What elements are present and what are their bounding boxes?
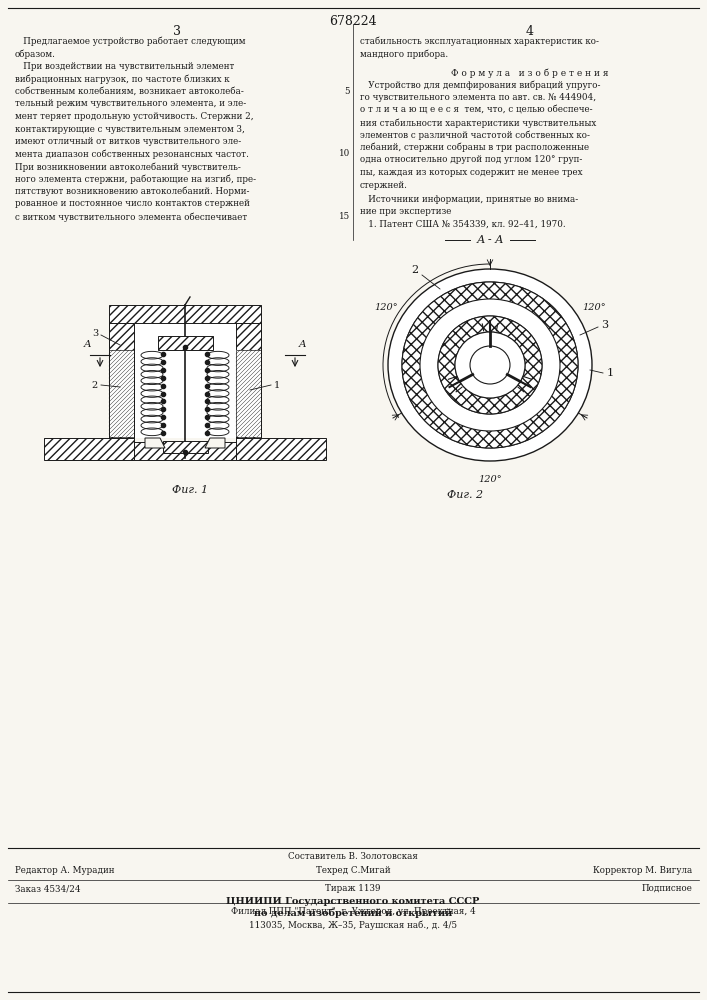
- Text: мента диапазон собственных резонансных частот.: мента диапазон собственных резонансных ч…: [15, 149, 249, 159]
- Text: лебаний, стержни собраны в три расположенные: лебаний, стержни собраны в три расположе…: [360, 143, 589, 152]
- Bar: [236, 323, 261, 438]
- Text: по делам изобретений и открытий: по делам изобретений и открытий: [254, 909, 452, 918]
- Text: Составитель В. Золотовская: Составитель В. Золотовская: [288, 852, 418, 861]
- Text: Устройство для демпфирования вибраций упруго-: Устройство для демпфирования вибраций уп…: [360, 81, 600, 90]
- Ellipse shape: [438, 316, 542, 414]
- Text: 4: 4: [526, 25, 534, 38]
- Bar: [236, 438, 326, 460]
- Text: 113035, Москва, Ж–35, Раушская наб., д. 4/5: 113035, Москва, Ж–35, Раушская наб., д. …: [249, 921, 457, 930]
- Text: A: A: [84, 340, 92, 349]
- Bar: [60, 442, 310, 460]
- Text: 2: 2: [411, 265, 419, 275]
- Text: ние при экспертизе: ние при экспертизе: [360, 208, 451, 217]
- Ellipse shape: [420, 299, 560, 431]
- Text: рованное и постоянное число контактов стержней: рованное и постоянное число контактов ст…: [15, 200, 250, 209]
- Text: Заказ 4534/24: Заказ 4534/24: [15, 884, 81, 893]
- Bar: [134, 323, 236, 438]
- Text: Филиал ППП "Патент", г. Ужгород, ул. Проектная, 4: Филиал ППП "Патент", г. Ужгород, ул. Про…: [230, 907, 475, 916]
- Text: 10: 10: [339, 149, 350, 158]
- Ellipse shape: [388, 269, 592, 461]
- Text: При возникновении автоколебаний чувствитель-: При возникновении автоколебаний чувствит…: [15, 162, 241, 172]
- Text: пятствуют возникновению автоколебаний. Норми-: пятствуют возникновению автоколебаний. Н…: [15, 187, 250, 196]
- Polygon shape: [145, 438, 165, 448]
- Text: ного элемента стержни, работающие на изгиб, пре-: ного элемента стержни, работающие на изг…: [15, 174, 256, 184]
- Bar: [109, 323, 134, 438]
- Bar: [109, 305, 261, 323]
- Text: имеют отличный от витков чувствительного эле-: имеют отличный от витков чувствительного…: [15, 137, 241, 146]
- Text: 1: 1: [274, 380, 280, 389]
- Bar: [109, 350, 134, 437]
- Text: 1. Патент США № 354339, кл. 92–41, 1970.: 1. Патент США № 354339, кл. 92–41, 1970.: [360, 220, 566, 229]
- Text: 1: 1: [607, 368, 614, 378]
- Bar: [236, 350, 261, 437]
- Text: вибрационных нагрузок, по частоте близких к: вибрационных нагрузок, по частоте близки…: [15, 75, 230, 84]
- Text: мандного прибора.: мандного прибора.: [360, 49, 448, 59]
- Bar: [158, 336, 213, 350]
- Text: собственным колебаниям, возникает автоколеба-: собственным колебаниям, возникает автоко…: [15, 87, 244, 96]
- Text: 3: 3: [92, 328, 98, 338]
- Text: Фиг. 1: Фиг. 1: [172, 485, 208, 495]
- Text: ЦНИИПИ Государственного комитета СССР: ЦНИИПИ Государственного комитета СССР: [226, 897, 479, 906]
- Text: 15: 15: [339, 212, 350, 221]
- Text: го чувствительного элемента по авт. св. № 444904,: го чувствительного элемента по авт. св. …: [360, 93, 596, 102]
- Ellipse shape: [470, 346, 510, 384]
- Text: А - А: А - А: [477, 235, 504, 245]
- Text: о т л и ч а ю щ е е с я  тем, что, с целью обеспече-: о т л и ч а ю щ е е с я тем, что, с цель…: [360, 105, 592, 114]
- Text: 5: 5: [344, 87, 350, 96]
- Polygon shape: [205, 438, 225, 448]
- Ellipse shape: [402, 282, 578, 448]
- Text: 2: 2: [92, 380, 98, 389]
- Text: 678224: 678224: [329, 15, 377, 28]
- Text: Редактор А. Мурадин: Редактор А. Мурадин: [15, 866, 115, 875]
- Ellipse shape: [438, 316, 542, 414]
- Text: 3: 3: [173, 25, 181, 38]
- Text: 120°: 120°: [582, 304, 606, 312]
- Text: Источники информации, принятые во внима-: Источники информации, принятые во внима-: [360, 195, 578, 204]
- Text: элементов с различной частотой собственных ко-: элементов с различной частотой собственн…: [360, 130, 590, 140]
- Text: Ф о р м у л а   и з о б р е т е н и я: Ф о р м у л а и з о б р е т е н и я: [451, 68, 609, 78]
- Bar: [163, 441, 207, 453]
- Text: Подписное: Подписное: [641, 884, 692, 893]
- Text: 3: 3: [602, 320, 609, 330]
- Text: A: A: [299, 340, 307, 349]
- Ellipse shape: [402, 282, 578, 448]
- Text: мент теряет продольную устойчивость. Стержни 2,: мент теряет продольную устойчивость. Сте…: [15, 112, 254, 121]
- Text: стабильность эксплуатационных характеристик ко-: стабильность эксплуатационных характерис…: [360, 37, 599, 46]
- Text: тельный режим чувствительного элемента, и эле-: тельный режим чувствительного элемента, …: [15, 100, 246, 108]
- Text: 120°: 120°: [478, 475, 502, 484]
- Ellipse shape: [455, 332, 525, 398]
- Text: Предлагаемое устройство работает следующим: Предлагаемое устройство работает следующ…: [15, 37, 245, 46]
- Text: образом.: образом.: [15, 49, 56, 59]
- Text: контактирующие с чувствительным элементом 3,: контактирующие с чувствительным элементо…: [15, 124, 245, 133]
- Bar: [109, 350, 134, 437]
- Text: Тираж 1139: Тираж 1139: [325, 884, 381, 893]
- Text: Фиг. 2: Фиг. 2: [447, 490, 483, 500]
- Bar: [44, 438, 134, 460]
- Text: одна относительно другой под углом 120° груп-: одна относительно другой под углом 120° …: [360, 155, 583, 164]
- Text: стержней.: стержней.: [360, 180, 408, 190]
- Text: Техред С.Мигай: Техред С.Мигай: [316, 866, 390, 875]
- Text: При воздействии на чувствительный элемент: При воздействии на чувствительный элемен…: [15, 62, 235, 71]
- Ellipse shape: [455, 332, 525, 398]
- Text: 120°: 120°: [374, 304, 398, 312]
- Text: с витком чувствительного элемента обеспечивает: с витком чувствительного элемента обеспе…: [15, 212, 247, 222]
- Text: пы, каждая из которых содержит не менее трех: пы, каждая из которых содержит не менее …: [360, 168, 583, 177]
- Bar: [236, 350, 261, 437]
- Text: ния стабильности характеристики чувствительных: ния стабильности характеристики чувствит…: [360, 118, 596, 127]
- Text: Корректор М. Вигула: Корректор М. Вигула: [592, 866, 692, 875]
